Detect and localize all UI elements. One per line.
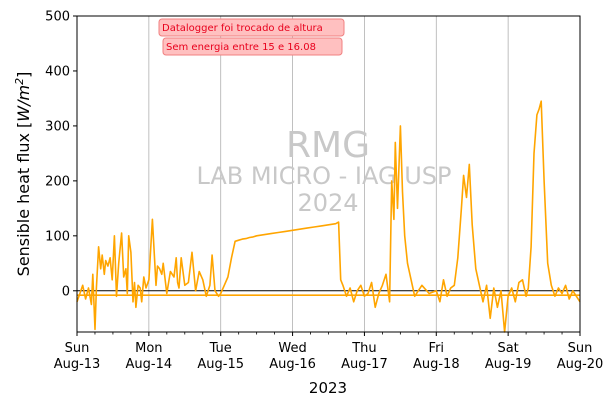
y-axis-label-exponent: 2 bbox=[13, 78, 26, 85]
series-lines bbox=[76, 100, 581, 333]
x-tick-label-date-0: Aug-13 bbox=[54, 357, 101, 372]
y-axis-label-unit: W/m bbox=[14, 85, 33, 122]
watermark: RMG LAB MICRO - IAG USP 2024 bbox=[196, 125, 451, 217]
x-tick-label-date-6: Aug-19 bbox=[485, 357, 532, 372]
annotation-text-1: Datalogger foi trocado de altura bbox=[162, 23, 323, 34]
watermark-line-2: LAB MICRO - IAG USP bbox=[196, 162, 451, 190]
x-tick-label-date-2: Aug-15 bbox=[197, 357, 244, 372]
x-tick-label-day-3: Wed bbox=[278, 341, 306, 356]
watermark-line-3: 2024 bbox=[297, 189, 358, 217]
y-tick-label-1: 100 bbox=[45, 229, 70, 244]
x-tick-label-day-2: Tue bbox=[209, 341, 232, 356]
x-tick-label-day-5: Fri bbox=[429, 341, 445, 356]
x-tick-label-date-5: Aug-18 bbox=[413, 357, 460, 372]
x-tick-label-date-3: Aug-16 bbox=[269, 357, 316, 372]
x-tick-label-date-4: Aug-17 bbox=[341, 357, 388, 372]
x-tick-label-day-1: Mon bbox=[135, 341, 162, 356]
y-tick-label-4: 400 bbox=[45, 64, 70, 79]
y-axis-ticks: 0 100 200 300 400 500 bbox=[45, 10, 77, 299]
annotation-box-1 bbox=[158, 18, 345, 37]
annotation-box-2 bbox=[162, 37, 343, 56]
y-axis-label-suffix: ] bbox=[14, 72, 33, 78]
x-axis-ticks: SunAug-13MonAug-14TueAug-15WedAug-16ThuA… bbox=[54, 332, 604, 372]
x-tick-label-date-1: Aug-14 bbox=[126, 357, 173, 372]
x-tick-label-day-7: Sun bbox=[568, 341, 593, 356]
y-axis-label: Sensible heat flux [W/m2] bbox=[13, 72, 33, 277]
y-tick-label-3: 300 bbox=[45, 119, 70, 134]
y-tick-label-0: 0 bbox=[62, 284, 70, 299]
x-tick-label-date-7: Aug-20 bbox=[557, 357, 604, 372]
y-axis-label-prefix: Sensible heat flux [ bbox=[14, 122, 33, 277]
x-tick-label-day-4: Thu bbox=[351, 341, 376, 356]
annotations: Datalogger foi trocado de altura Sem ene… bbox=[158, 18, 345, 56]
x-tick-label-day-0: Sun bbox=[65, 341, 90, 356]
watermark-line-1: RMG bbox=[286, 125, 370, 166]
x-axis-label: 2023 bbox=[309, 379, 347, 397]
series-line-1 bbox=[76, 100, 581, 333]
y-tick-label-5: 500 bbox=[45, 10, 70, 25]
y-tick-label-2: 200 bbox=[45, 174, 70, 189]
x-tick-label-day-6: Sat bbox=[497, 341, 518, 356]
annotation-text-2: Sem energia entre 15 e 16.08 bbox=[166, 42, 316, 53]
